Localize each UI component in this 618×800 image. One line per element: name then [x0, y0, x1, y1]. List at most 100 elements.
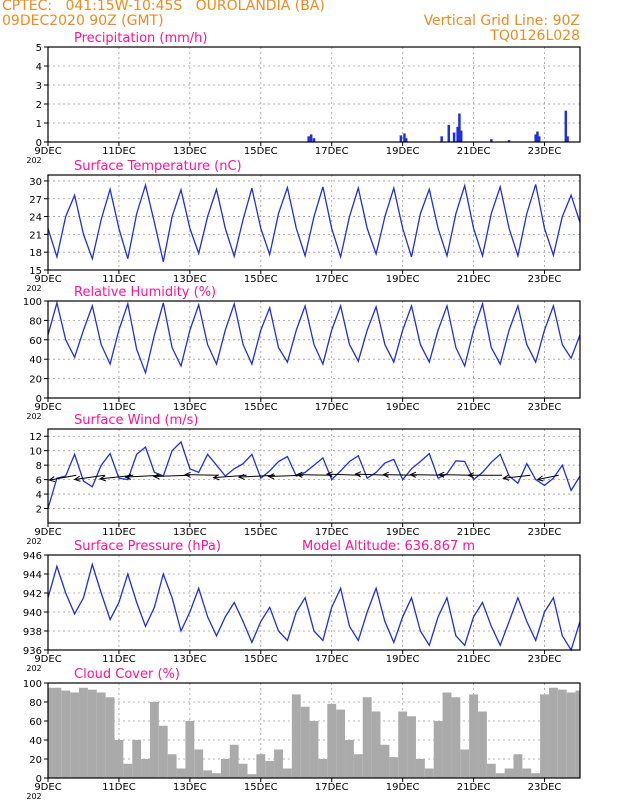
x-tick-label: 11DEC	[102, 654, 136, 665]
wind-arrow-head	[409, 471, 417, 478]
bar-cloud-cover	[167, 754, 177, 778]
wind-arrow	[184, 471, 219, 478]
x-tick-label: 17DEC	[315, 654, 349, 665]
x-tick-label: 15DEC	[244, 274, 278, 285]
x-year-label-truncated: 202	[26, 664, 41, 673]
panel-pressure: 936 938 940 942 944 946 9DEC 11DEC 13DEC 15DEC 17D…	[23, 539, 581, 673]
bar-cloud-cover	[79, 687, 88, 778]
wind-arrow-head	[354, 471, 362, 478]
panel-title-humidity: Relative Humidity (%)	[74, 285, 216, 300]
bar-cloud-cover	[415, 759, 425, 778]
y-tick-label: 27	[29, 195, 42, 206]
x-tick-label: 23DEC	[528, 527, 562, 538]
x-tick-label: 11DEC	[102, 402, 136, 413]
bar-cloud-cover	[478, 711, 487, 778]
x-tick-label: 21DEC	[457, 654, 491, 665]
wind-arrow-head	[184, 471, 191, 478]
bar-cloud-cover	[194, 749, 204, 778]
panel-frame	[47, 428, 581, 524]
header-station-info: CPTEC: 041:15W-10:45S OUROLANDIA (BA)	[2, 0, 325, 14]
y-tick-label: 0	[36, 774, 42, 785]
panel-frame	[47, 300, 581, 399]
wind-arrow-shaft	[327, 473, 361, 476]
x-tick-label: 13DEC	[173, 782, 207, 793]
wind-arrow	[295, 471, 332, 478]
x-tick-label: 11DEC	[102, 782, 136, 793]
bar-cloud-cover	[48, 687, 53, 778]
x-tick-label: 21DEC	[457, 782, 491, 793]
x-tick-label: 9DEC	[34, 527, 61, 538]
bar-cloud-cover	[300, 706, 310, 778]
bar-cloud-cover	[52, 687, 62, 778]
x-tick-label: 9DEC	[34, 146, 61, 157]
y-tick-label: 24	[29, 213, 42, 224]
wind-arrow	[502, 474, 531, 481]
wind-arrow-head	[536, 475, 544, 482]
wind-arrow-head	[73, 475, 81, 482]
panel-title-temperature: Surface Temperature (nC)	[74, 159, 242, 174]
series-line-pressure	[47, 562, 581, 652]
series-line-humidity	[47, 300, 581, 376]
y-tick-label: 21	[29, 230, 42, 241]
wind-arrow-shaft	[503, 474, 531, 479]
bar-precipitation	[536, 131, 539, 142]
bar-cloud-cover	[353, 754, 363, 778]
header-run-date: 09DEC2020 90Z (GMT)	[2, 13, 164, 29]
bar-cloud-cover	[362, 697, 372, 778]
bar-cloud-cover	[398, 711, 408, 778]
wind-arrow-head	[267, 473, 275, 480]
bar-cloud-cover	[149, 702, 159, 778]
y-tick-label: 944	[23, 570, 42, 581]
x-year-label-truncated: 202	[26, 537, 41, 546]
y-tick-label: 80	[29, 316, 42, 327]
y-tick-label: 0	[36, 138, 42, 149]
bar-cloud-cover	[265, 760, 275, 778]
x-tick-label: 9DEC	[34, 654, 61, 665]
bar-cloud-cover	[371, 711, 381, 778]
panel-frame	[47, 682, 581, 779]
bar-precipitation	[447, 124, 451, 142]
bar-precipitation	[537, 136, 541, 142]
x-tick-label: 19DEC	[386, 782, 420, 793]
bar-cloud-cover	[105, 697, 115, 778]
y-tick-label: 30	[29, 177, 42, 188]
wind-arrow-head	[325, 471, 333, 478]
x-tick-label: 17DEC	[315, 782, 349, 793]
y-tick-label: 940	[23, 608, 42, 619]
y-tick-label: 1	[36, 119, 42, 130]
bar-cloud-cover	[540, 694, 549, 778]
x-tick-label: 23DEC	[528, 274, 562, 285]
bar-cloud-cover	[442, 692, 452, 778]
y-tick-label: 100	[23, 679, 42, 690]
y-tick-label: 5	[36, 43, 42, 54]
bar-cloud-cover	[96, 692, 106, 778]
wind-arrow-shaft	[49, 474, 77, 481]
bar-cloud-cover	[336, 709, 346, 778]
bar-precipitation	[309, 134, 313, 142]
bar-cloud-cover	[212, 773, 221, 778]
wind-arrow-head	[212, 474, 220, 481]
wind-arrow-shaft	[537, 474, 559, 480]
y-tick-label: 2	[36, 505, 42, 516]
bar-precipitation	[566, 136, 569, 142]
bar-cloud-cover	[424, 768, 434, 778]
y-tick-label: 20	[29, 755, 42, 766]
bar-cloud-cover	[433, 721, 443, 778]
bar-precipitation	[307, 136, 310, 142]
bar-cloud-cover	[469, 694, 479, 778]
x-tick-label: 9DEC	[34, 402, 61, 413]
x-tick-label: 15DEC	[244, 146, 278, 157]
y-tick-label: 10	[29, 447, 42, 458]
wind-arrow	[48, 474, 77, 483]
y-tick-label: 942	[23, 589, 42, 600]
y-tick-label: 100	[23, 297, 42, 308]
bar-precipitation	[458, 113, 461, 142]
panel-humidity: 0 20 40 60 80 100 9DEC 11DEC 13DEC 15DEC 17DEC 19DE…	[23, 285, 581, 421]
x-year-label-truncated: 202	[26, 412, 41, 421]
wind-arrow	[467, 472, 502, 479]
bar-cloud-cover	[274, 749, 283, 778]
y-tick-label: 938	[23, 627, 42, 638]
x-tick-label: 19DEC	[386, 402, 420, 413]
x-tick-label: 21DEC	[457, 527, 491, 538]
series-line-wind	[47, 440, 581, 509]
